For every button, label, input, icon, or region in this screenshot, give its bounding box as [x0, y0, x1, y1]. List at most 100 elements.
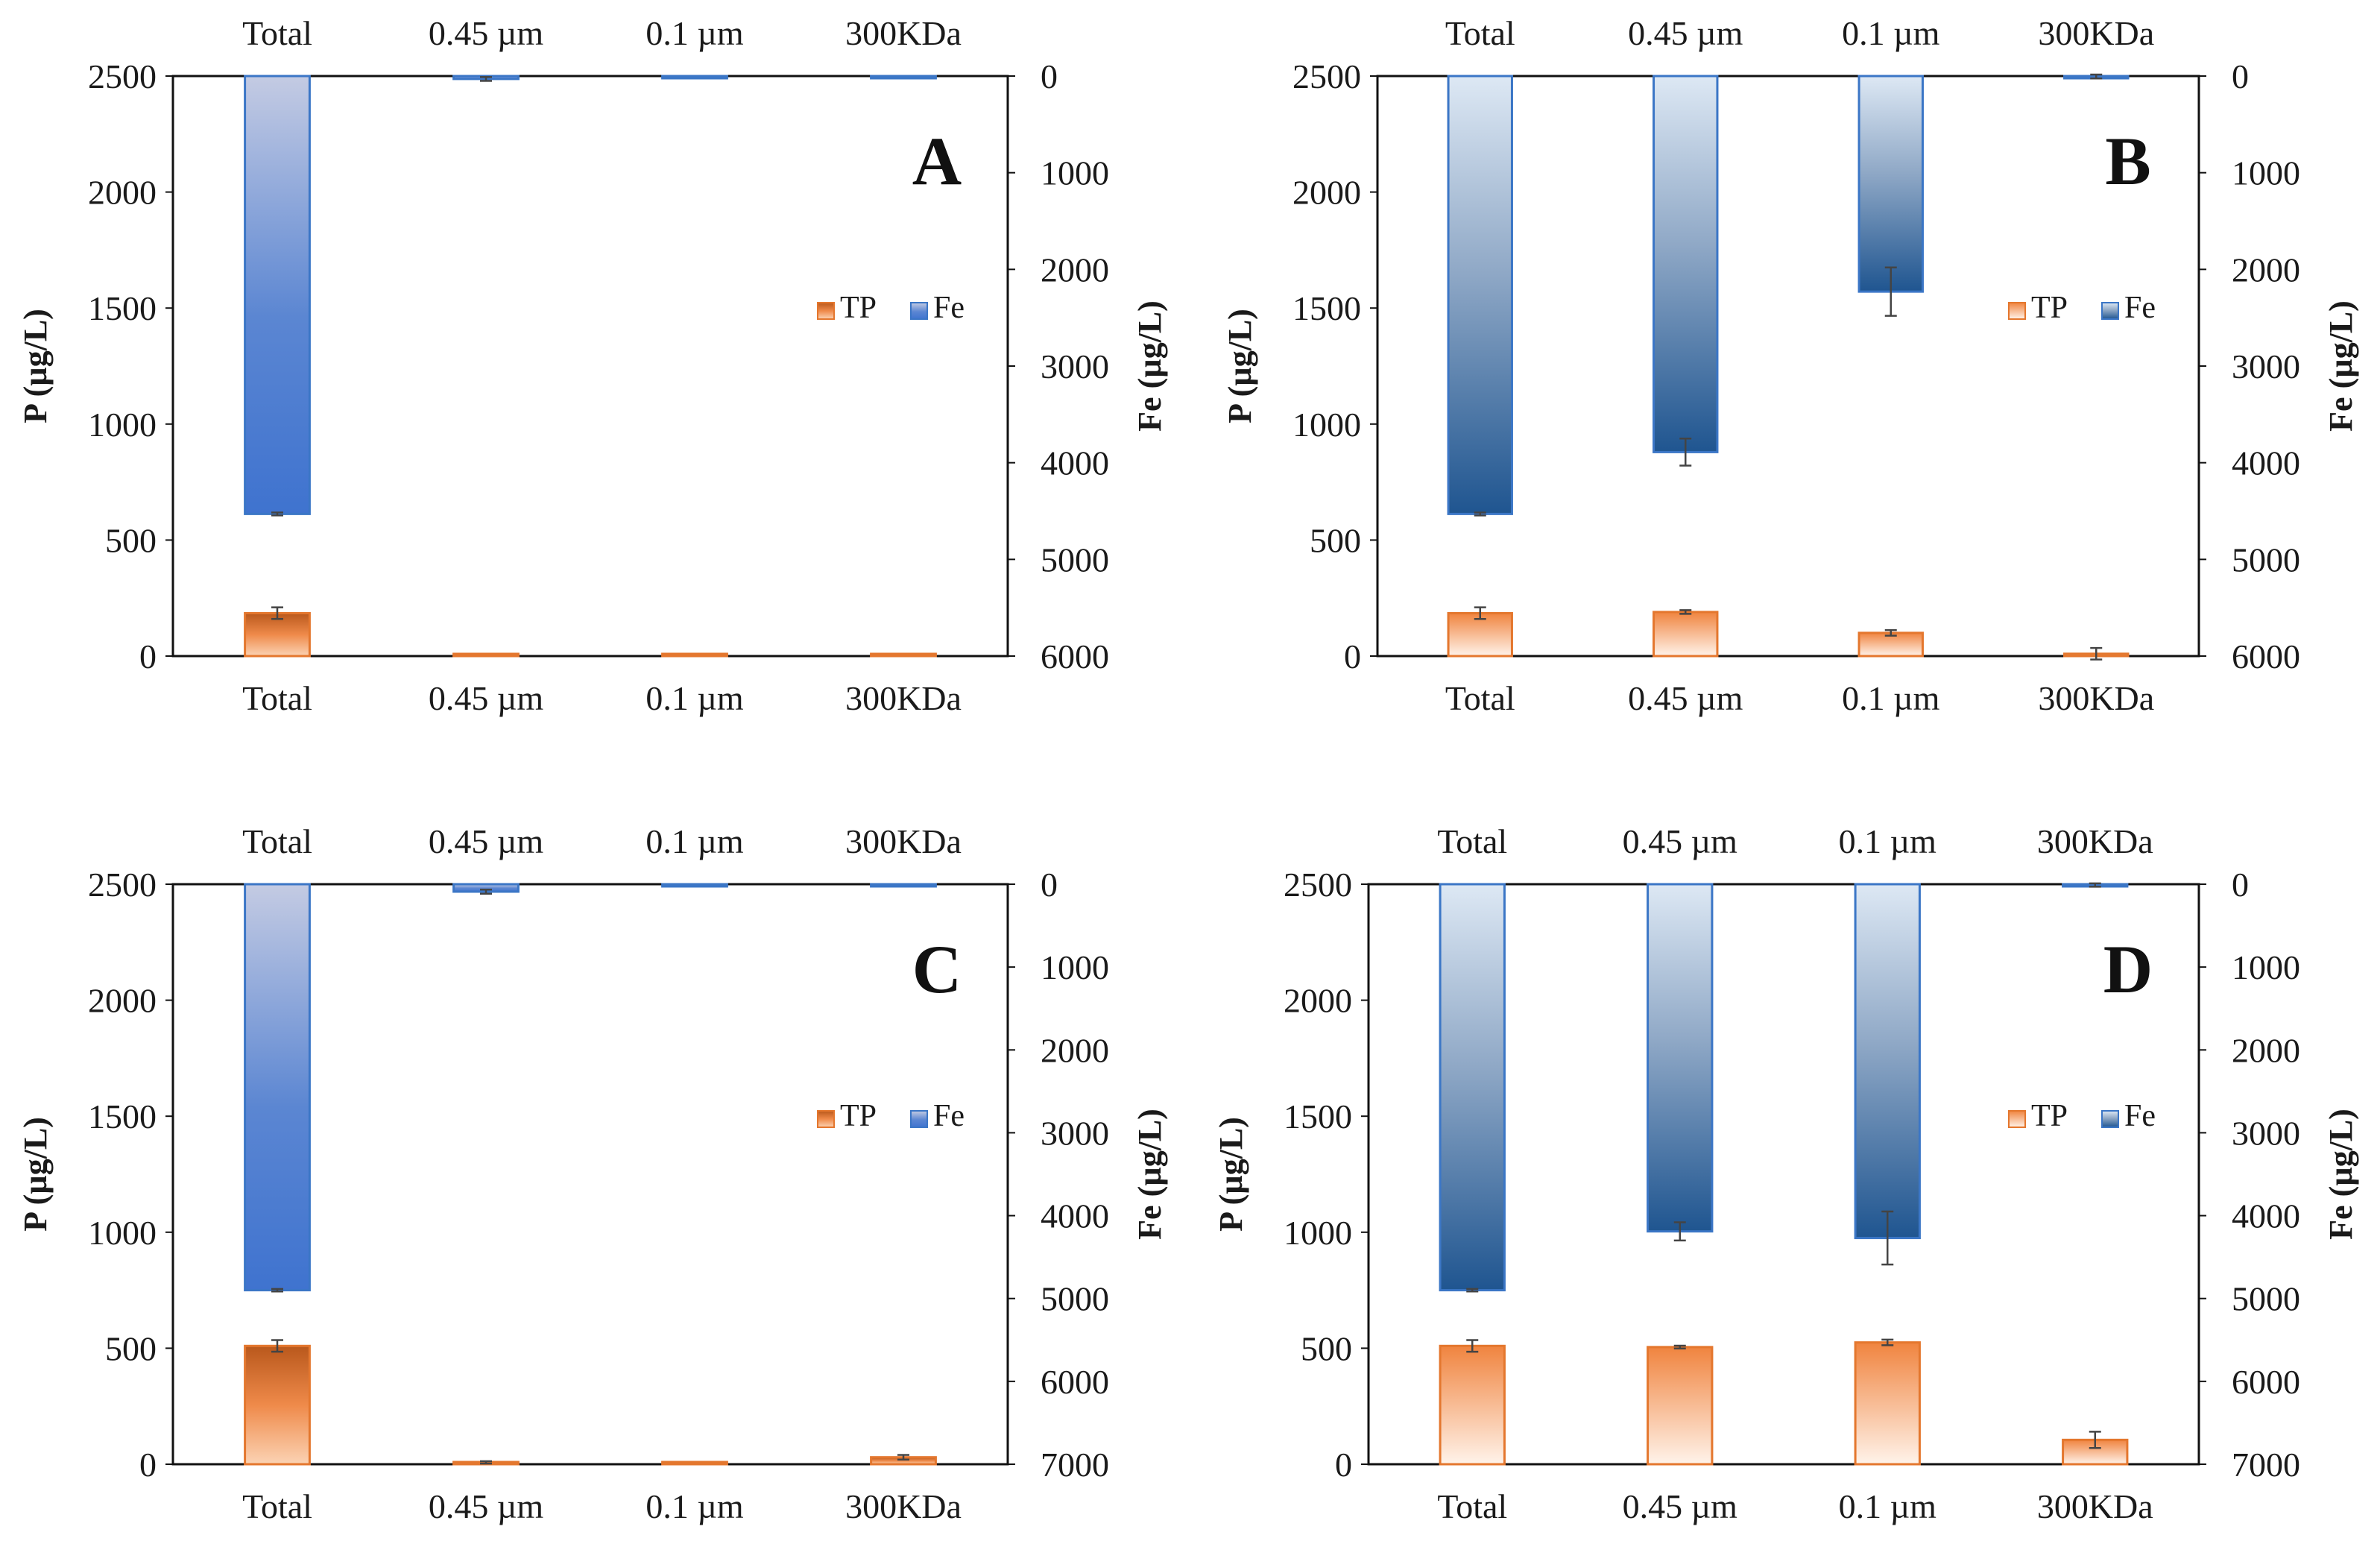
- tp-bar: [1854, 1341, 1921, 1466]
- left-tick-label: 2000: [1292, 174, 1361, 212]
- right-axis-title: Fe (µg/L): [2323, 300, 2359, 432]
- fe-bar: [661, 883, 728, 888]
- fe-bar: [661, 75, 728, 80]
- legend-swatch-fe: [910, 1110, 928, 1128]
- left-tick-label: 2000: [88, 174, 157, 212]
- fe-bar: [1857, 75, 1924, 293]
- tp-bar: [244, 1344, 311, 1466]
- chart-panel-c: 0 500 1000 1500 2000 2500 0 1000 2000 3000 4000 500…: [17, 822, 1168, 1525]
- left-tick-label: 1000: [1284, 1214, 1352, 1252]
- top-category-label: 0.45 µm: [1628, 14, 1743, 52]
- top-category-label: 300KDa: [2038, 14, 2154, 52]
- fe-bar: [1439, 883, 1506, 1292]
- right-tick-label: 0: [1041, 57, 1058, 95]
- legend-label-tp: TP: [2031, 291, 2068, 325]
- left-axis-title: P (µg/L): [1213, 1117, 1249, 1232]
- left-tick-label: 0: [139, 1446, 157, 1484]
- legend-swatch-tp: [2008, 1110, 2026, 1128]
- legend-label-fe: Fe: [933, 1099, 965, 1133]
- fe-bar: [244, 883, 311, 1292]
- right-tick-label: 4000: [1041, 1197, 1109, 1235]
- left-tick-label: 2500: [1292, 57, 1361, 95]
- tp-bar: [244, 611, 311, 658]
- top-category-label: Total: [1445, 14, 1515, 52]
- right-tick-label: 5000: [1041, 541, 1109, 579]
- legend-label-fe: Fe: [2124, 291, 2156, 325]
- tp-bar: [1653, 611, 1719, 658]
- legend-swatch-fe: [910, 302, 928, 320]
- bottom-category-label: Total: [242, 679, 312, 717]
- plot-frame: [171, 883, 1009, 1466]
- top-category-label: 0.45 µm: [429, 14, 544, 52]
- right-tick-label: 5000: [2232, 541, 2300, 579]
- legend-label-tp: TP: [840, 1099, 877, 1133]
- right-tick-label: 2000: [1041, 250, 1109, 289]
- panel-letter: C: [912, 931, 962, 1007]
- right-tick-label: 4000: [1041, 444, 1109, 482]
- right-tick-label: 1000: [2232, 948, 2300, 986]
- right-tick-label: 3000: [2232, 1114, 2300, 1152]
- right-tick-label: 0: [2232, 57, 2249, 95]
- top-category-label: Total: [242, 14, 312, 52]
- right-tick-label: 6000: [1041, 637, 1109, 675]
- left-tick-label: 2000: [88, 982, 157, 1020]
- top-category-label: 300KDa: [2037, 822, 2153, 860]
- tp-bar: [1647, 1346, 1714, 1466]
- bottom-category-label: 0.45 µm: [1628, 679, 1743, 717]
- top-category-label: 0.45 µm: [429, 822, 544, 860]
- top-category-label: 0.45 µm: [1623, 822, 1738, 860]
- left-tick-label: 2000: [1284, 982, 1352, 1020]
- right-tick-label: 5000: [2232, 1280, 2300, 1318]
- panel-letter: B: [2105, 123, 2150, 199]
- legend-label-fe: Fe: [2124, 1099, 2156, 1133]
- fe-bar: [244, 75, 311, 515]
- legend-swatch-fe: [2101, 302, 2119, 320]
- left-tick-label: 2500: [88, 866, 157, 904]
- bottom-category-label: 0.45 µm: [1623, 1487, 1738, 1525]
- left-tick-label: 1500: [88, 289, 157, 327]
- fe-bar: [1653, 75, 1719, 453]
- right-tick-label: 1000: [1041, 154, 1109, 192]
- plot-frame: [1367, 883, 2200, 1466]
- right-tick-label: 4000: [2232, 1197, 2300, 1235]
- legend-swatch-fe: [2101, 1110, 2119, 1128]
- panel-letter: A: [912, 123, 962, 199]
- legend-swatch-tp: [817, 302, 835, 320]
- bottom-category-label: 0.1 µm: [645, 1487, 744, 1525]
- left-tick-label: 1500: [1284, 1097, 1352, 1135]
- top-category-label: Total: [242, 822, 312, 860]
- chart-panel-a: 0 500 1000 1500 2000 2500 0 1000 2000 3000 4000 500…: [17, 14, 1168, 717]
- top-category-label: Total: [1437, 822, 1507, 860]
- right-tick-label: 7000: [2232, 1446, 2300, 1484]
- bottom-category-label: Total: [242, 1487, 312, 1525]
- right-tick-label: 2000: [1041, 1031, 1109, 1069]
- right-tick-label: 6000: [1041, 1363, 1109, 1401]
- left-tick-label: 500: [105, 1329, 157, 1367]
- right-tick-label: 6000: [2232, 637, 2300, 675]
- bottom-category-label: 0.45 µm: [429, 679, 544, 717]
- right-tick-label: 6000: [2232, 1363, 2300, 1401]
- left-tick-label: 0: [1344, 637, 1361, 675]
- legend-label-tp: TP: [2031, 1099, 2068, 1133]
- right-tick-label: 3000: [1041, 347, 1109, 385]
- left-tick-label: 1000: [88, 406, 157, 444]
- bottom-category-label: 300KDa: [2037, 1487, 2153, 1525]
- left-tick-label: 1500: [1292, 289, 1361, 327]
- legend-swatch-tp: [2008, 302, 2026, 320]
- right-tick-label: 1000: [2232, 154, 2300, 192]
- left-tick-label: 0: [139, 637, 157, 675]
- left-tick-label: 1000: [1292, 406, 1361, 444]
- left-tick-label: 500: [105, 521, 157, 559]
- fe-bar: [870, 883, 937, 888]
- right-tick-label: 1000: [1041, 948, 1109, 986]
- left-axis-title: P (µg/L): [17, 1117, 54, 1232]
- top-category-label: 0.1 µm: [645, 14, 744, 52]
- left-tick-label: 1500: [88, 1097, 157, 1135]
- bottom-category-label: 0.45 µm: [429, 1487, 544, 1525]
- bottom-category-label: Total: [1437, 1487, 1507, 1525]
- right-tick-label: 0: [2232, 866, 2249, 904]
- left-tick-label: 0: [1335, 1446, 1352, 1484]
- top-category-label: 0.1 µm: [1839, 822, 1937, 860]
- right-tick-label: 3000: [2232, 347, 2300, 385]
